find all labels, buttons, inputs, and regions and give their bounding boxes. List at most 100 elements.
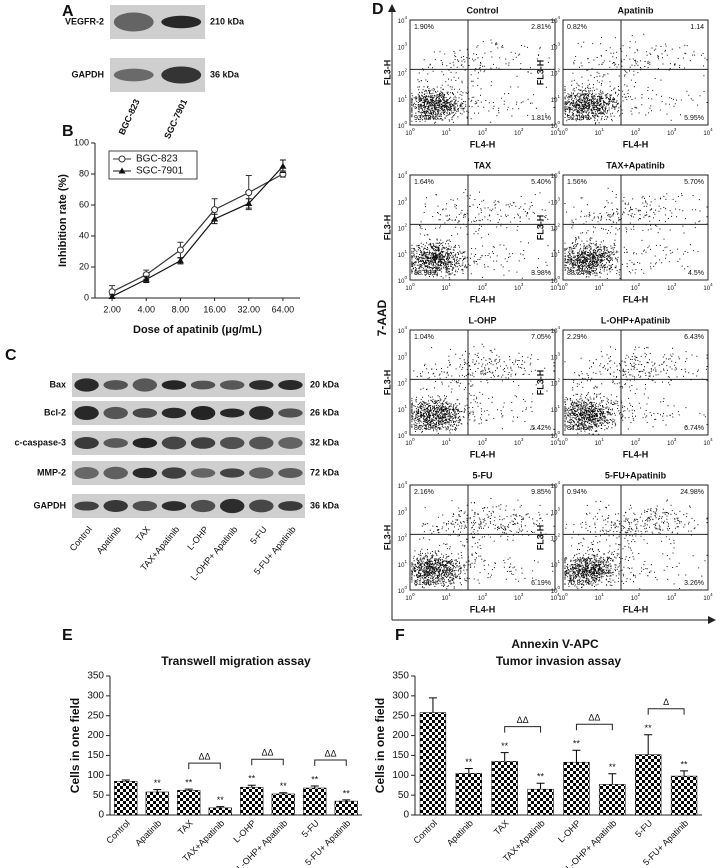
tick-exponent: 1 (601, 282, 604, 287)
chart-title: Tumor invasion assay (496, 654, 621, 668)
tick-exponent: 0 (412, 127, 415, 132)
flow-plot-title: TAX (474, 160, 491, 170)
legend-marker (118, 167, 126, 174)
quadrant-value: 3.26% (684, 580, 704, 587)
x-tick-label: Apatinib (133, 818, 163, 848)
flow-tick-label: 104 (550, 127, 560, 136)
y-tick-label: 80 (79, 168, 89, 178)
flow-tick-label: 100 (551, 275, 561, 284)
legend-box (108, 150, 198, 180)
flow-y-channel: FL3-H (535, 215, 545, 241)
comparison-label: ΔΔ (588, 713, 600, 723)
tick-base: 10 (405, 286, 412, 292)
blot-band (161, 407, 187, 419)
significance-label: ** (609, 762, 617, 772)
flow-tick-label: 100 (558, 437, 568, 446)
tick-exponent: 1 (448, 437, 451, 442)
quadrant-value: 1.56% (567, 179, 587, 186)
tick-exponent: 4 (404, 15, 407, 20)
tick-base: 10 (703, 596, 710, 602)
y-tick-label: 350 (87, 671, 104, 682)
tick-base: 10 (398, 355, 405, 361)
y-tick-label: 0 (84, 292, 89, 302)
blot-band (113, 68, 154, 82)
tick-base: 10 (551, 45, 558, 51)
tick-base: 10 (551, 510, 558, 516)
significance-label: ** (645, 723, 653, 733)
y-axis-label: Cells in one field (68, 698, 82, 793)
flow-tick-label: 104 (703, 592, 713, 601)
point (142, 275, 150, 282)
flow-y-channel: FL3-H (535, 525, 545, 551)
blot-row-label: MMP-2 (37, 467, 66, 477)
tick-base: 10 (667, 286, 674, 292)
tick-base: 10 (514, 286, 521, 292)
quadrant-value: 1.14 (690, 24, 704, 31)
quadrant-value: 81.80% (414, 580, 438, 587)
tick-base: 10 (478, 286, 485, 292)
tick-exponent: 3 (404, 196, 407, 201)
x-tick-label: 2.00 (103, 304, 121, 314)
flow-tick-label: 101 (551, 249, 561, 258)
tick-exponent: 2 (485, 437, 488, 442)
tick-exponent: 4 (557, 325, 560, 330)
y-tick-label: 100 (74, 137, 89, 147)
flow-x-channel: FL4-H (470, 449, 496, 459)
tick-base: 10 (703, 441, 710, 447)
blot-band (113, 12, 154, 32)
tick-base: 10 (398, 19, 405, 25)
lane-label: L-OHP (185, 524, 210, 552)
flow-tick-label: 102 (551, 533, 561, 542)
tick-exponent: 3 (557, 41, 560, 46)
tick-base: 10 (398, 97, 405, 103)
flow-dots (564, 33, 708, 125)
series-line (111, 173, 284, 293)
flow-tick-label: 104 (398, 15, 408, 24)
comparison-bracket (575, 723, 613, 731)
blot-band (249, 436, 274, 450)
blot-row-label: Bcl-2 (44, 407, 66, 417)
x-tick-label: 64.00 (272, 304, 295, 314)
tick-base: 10 (405, 596, 412, 602)
error-bar (644, 734, 653, 755)
quadrant-value: 7.05% (531, 334, 551, 341)
blot-row-label: c-caspase-3 (14, 437, 66, 447)
tick-exponent: 0 (404, 120, 407, 125)
tick-exponent: 4 (404, 325, 407, 330)
blot-band (74, 378, 99, 392)
error-bar (184, 788, 193, 791)
tick-exponent: 3 (521, 282, 524, 287)
y-tick-label: 40 (79, 230, 89, 240)
quadrant-value: 3.98% (531, 270, 551, 277)
tick-base: 10 (631, 596, 638, 602)
tick-base: 10 (595, 286, 602, 292)
tick-exponent: 4 (557, 170, 560, 175)
tick-base: 10 (442, 131, 449, 137)
quadrant-value: 9.85% (531, 489, 551, 496)
blot-size-label: 32 kDa (310, 437, 340, 447)
bar (145, 791, 169, 816)
y-tick-label: 0 (403, 810, 409, 821)
bar (670, 775, 698, 816)
flow-plot-title: L-OHP+Apatinib (601, 315, 671, 325)
blot-band (161, 15, 202, 29)
blot-band (190, 380, 216, 390)
flow-plot-title: L-OHP (469, 315, 497, 325)
lane-label: Control (68, 524, 94, 553)
y-tick-label: 0 (98, 810, 104, 821)
y-axis-label: Inhibition rate (%) (57, 174, 69, 267)
y-tick-label: 200 (392, 730, 409, 741)
tick-exponent: 1 (404, 404, 407, 409)
x-axis-label: Dose of apatinib (μg/mL) (133, 324, 262, 336)
point (176, 257, 184, 264)
flow-tick-label: 102 (631, 437, 641, 446)
blot-band (161, 501, 187, 511)
x-tick-label: TAX (492, 818, 511, 837)
flow-plot-title: 5-FU (473, 470, 493, 480)
tick-exponent: 3 (404, 506, 407, 511)
flow-tick-label: 104 (550, 437, 560, 446)
blot-band (249, 380, 274, 390)
x-tick-label: 8.00 (172, 304, 190, 314)
tick-exponent: 0 (557, 275, 560, 280)
lane-label: SGC-7901 (162, 98, 189, 141)
